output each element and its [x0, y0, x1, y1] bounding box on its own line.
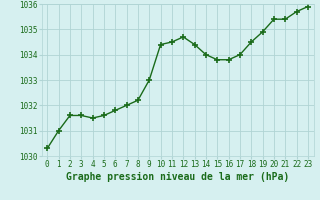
X-axis label: Graphe pression niveau de la mer (hPa): Graphe pression niveau de la mer (hPa) — [66, 172, 289, 182]
